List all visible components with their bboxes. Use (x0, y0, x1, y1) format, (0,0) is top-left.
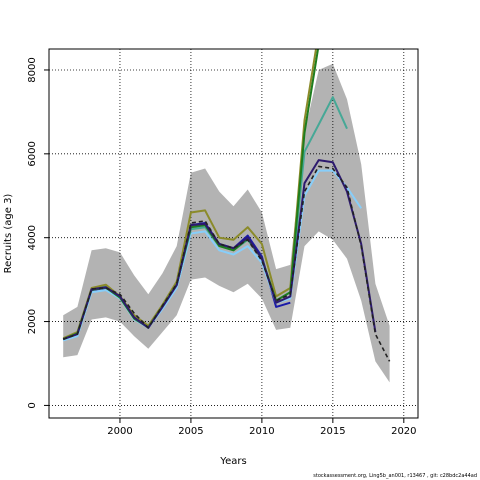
confidence-band (63, 63, 390, 383)
y-tick-label-4: 8000 (27, 57, 38, 82)
y-tick-label-3: 6000 (27, 141, 38, 166)
y-tick-label-1: 2000 (27, 309, 38, 334)
x-tick-label-1: 2005 (178, 426, 203, 437)
y-tick-label-0: 0 (27, 402, 38, 408)
footnote: stockassessment.org, Ling5b_an001, r1346… (313, 473, 477, 479)
x-tick-label-0: 2000 (107, 426, 132, 437)
plot-area (49, 49, 418, 418)
x-tick-label-2: 2010 (249, 426, 274, 437)
x-tick-label-4: 2020 (391, 426, 416, 437)
plot-frame (48, 48, 419, 419)
x-tick-label-3: 2015 (320, 426, 345, 437)
x-axis-label: Years (219, 456, 246, 467)
y-axis: 0 2000 4000 6000 8000 (27, 57, 49, 409)
x-axis: 2000 2005 2010 2015 2020 (107, 418, 417, 437)
y-axis-label: Recruits (age 3) (3, 194, 14, 274)
y-tick-label-2: 4000 (27, 225, 38, 250)
series-line-1 (62, 169, 363, 342)
series-line-5 (62, 159, 377, 341)
series-line-3 (62, 49, 318, 340)
